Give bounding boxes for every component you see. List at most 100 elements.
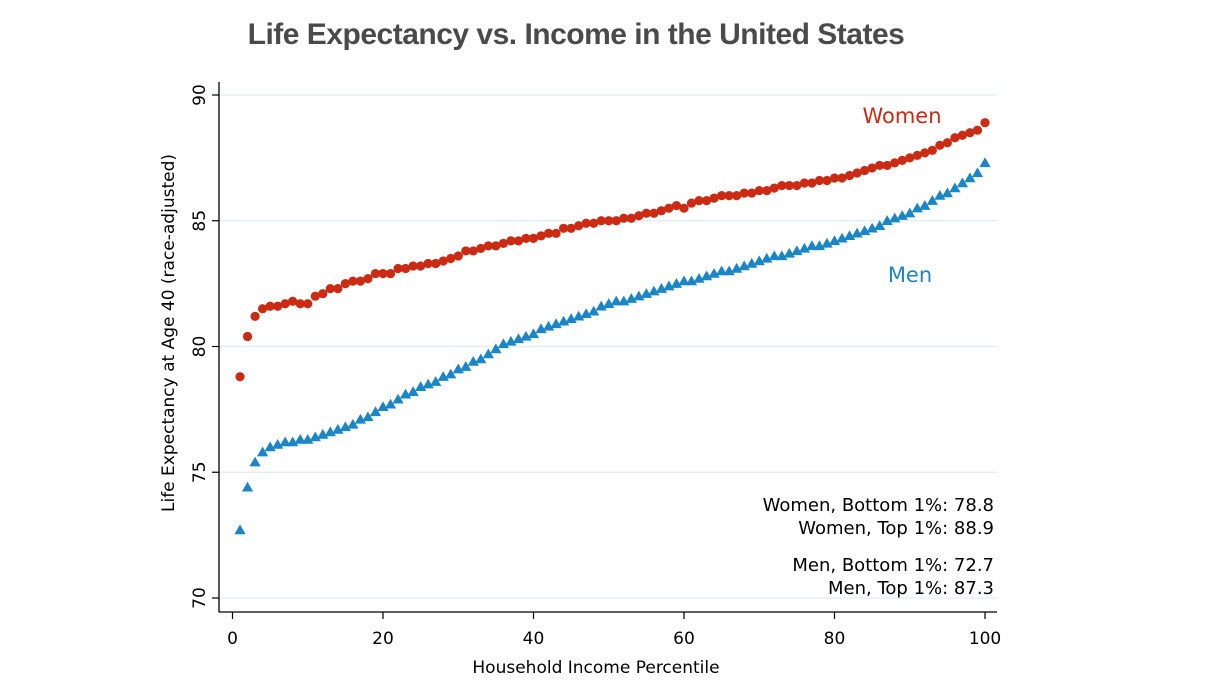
men-point [339, 421, 351, 432]
women-point [739, 188, 749, 198]
men-point [452, 363, 464, 374]
women-point [596, 216, 606, 226]
men-point [467, 355, 479, 366]
men-point [603, 298, 615, 308]
men-point [415, 381, 427, 391]
legend-men: Men [888, 263, 932, 287]
women-point [385, 268, 396, 279]
women-point [634, 211, 644, 221]
women-point [340, 279, 350, 289]
men-point [264, 441, 276, 452]
men-point [791, 245, 803, 256]
women-point [506, 236, 516, 246]
men-point [663, 280, 675, 291]
women-point [927, 145, 937, 155]
women-point [950, 133, 960, 143]
women-point [754, 185, 764, 196]
women-point [370, 268, 381, 279]
women-point [363, 273, 373, 284]
x-tick-label-0: 0 [227, 629, 238, 649]
women-point [288, 296, 298, 306]
annotation-women-top: Women, Top 1%: 88.9 [798, 518, 994, 539]
men-point [648, 285, 660, 296]
women-point [724, 191, 734, 201]
women-point [897, 155, 907, 165]
women-point [860, 165, 870, 176]
legend-women: Women [862, 104, 941, 128]
men-point [723, 265, 735, 276]
women-point [559, 223, 569, 233]
men-point [926, 195, 938, 205]
men-point [640, 288, 652, 298]
women-point [920, 148, 930, 158]
men-point [746, 257, 758, 268]
women-point [453, 251, 463, 261]
men-point [505, 335, 517, 346]
women-point [521, 233, 531, 243]
men-point [482, 348, 494, 359]
women-point [574, 221, 584, 231]
men-point [595, 300, 607, 311]
men-point [896, 210, 908, 220]
women-point [378, 268, 388, 279]
women-point [784, 180, 794, 191]
men-point [753, 255, 765, 266]
women-point [686, 198, 697, 208]
tick-labels: 70 75 80 85 90 0 20 40 60 80 100 [190, 84, 1001, 649]
women-point [438, 256, 448, 266]
women-point [965, 128, 975, 138]
x-tick-label-40: 40 [523, 629, 545, 649]
men-point [520, 330, 532, 341]
women-point [589, 218, 599, 228]
women-point [280, 299, 290, 309]
men-point [384, 398, 397, 409]
men-point [302, 433, 314, 444]
women-point [265, 301, 275, 311]
women-point [348, 276, 358, 286]
women-point [431, 258, 441, 269]
x-tick-label-20: 20 [372, 629, 394, 649]
men-point [678, 275, 690, 286]
men-point [859, 225, 871, 236]
men-point [971, 167, 984, 178]
men-series [234, 157, 991, 535]
men-point [708, 267, 720, 278]
y-tick-label-90: 90 [190, 84, 210, 106]
men-point [257, 446, 269, 457]
women-point [476, 243, 486, 254]
x-axis-label: Household Income Percentile [472, 658, 719, 678]
men-point [798, 242, 810, 253]
men-point [558, 315, 570, 326]
men-point [309, 431, 321, 442]
men-point [580, 308, 592, 319]
women-point [679, 203, 689, 213]
men-point [941, 187, 953, 198]
men-point [813, 240, 826, 251]
women-point [905, 153, 915, 163]
women-point [626, 213, 636, 223]
women-point [935, 140, 945, 150]
annotation-men-bottom: Men, Bottom 1%: 72.7 [792, 555, 994, 576]
women-point [498, 238, 508, 248]
men-point [535, 323, 547, 334]
women-point [792, 180, 802, 191]
men-point [437, 371, 449, 381]
women-point [732, 191, 742, 201]
women-point [664, 203, 674, 213]
men-point [889, 212, 901, 223]
women-point [814, 175, 825, 186]
men-point [550, 318, 562, 329]
women-point [972, 125, 983, 135]
women-point [423, 258, 433, 269]
women-point [581, 218, 591, 228]
men-point [272, 438, 284, 449]
men-point [911, 202, 923, 213]
women-point [942, 138, 952, 148]
women-point [882, 160, 892, 171]
men-point [294, 433, 306, 444]
women-point [303, 299, 313, 309]
women-point [829, 173, 840, 183]
men-point [241, 481, 254, 492]
men-point [279, 436, 291, 447]
